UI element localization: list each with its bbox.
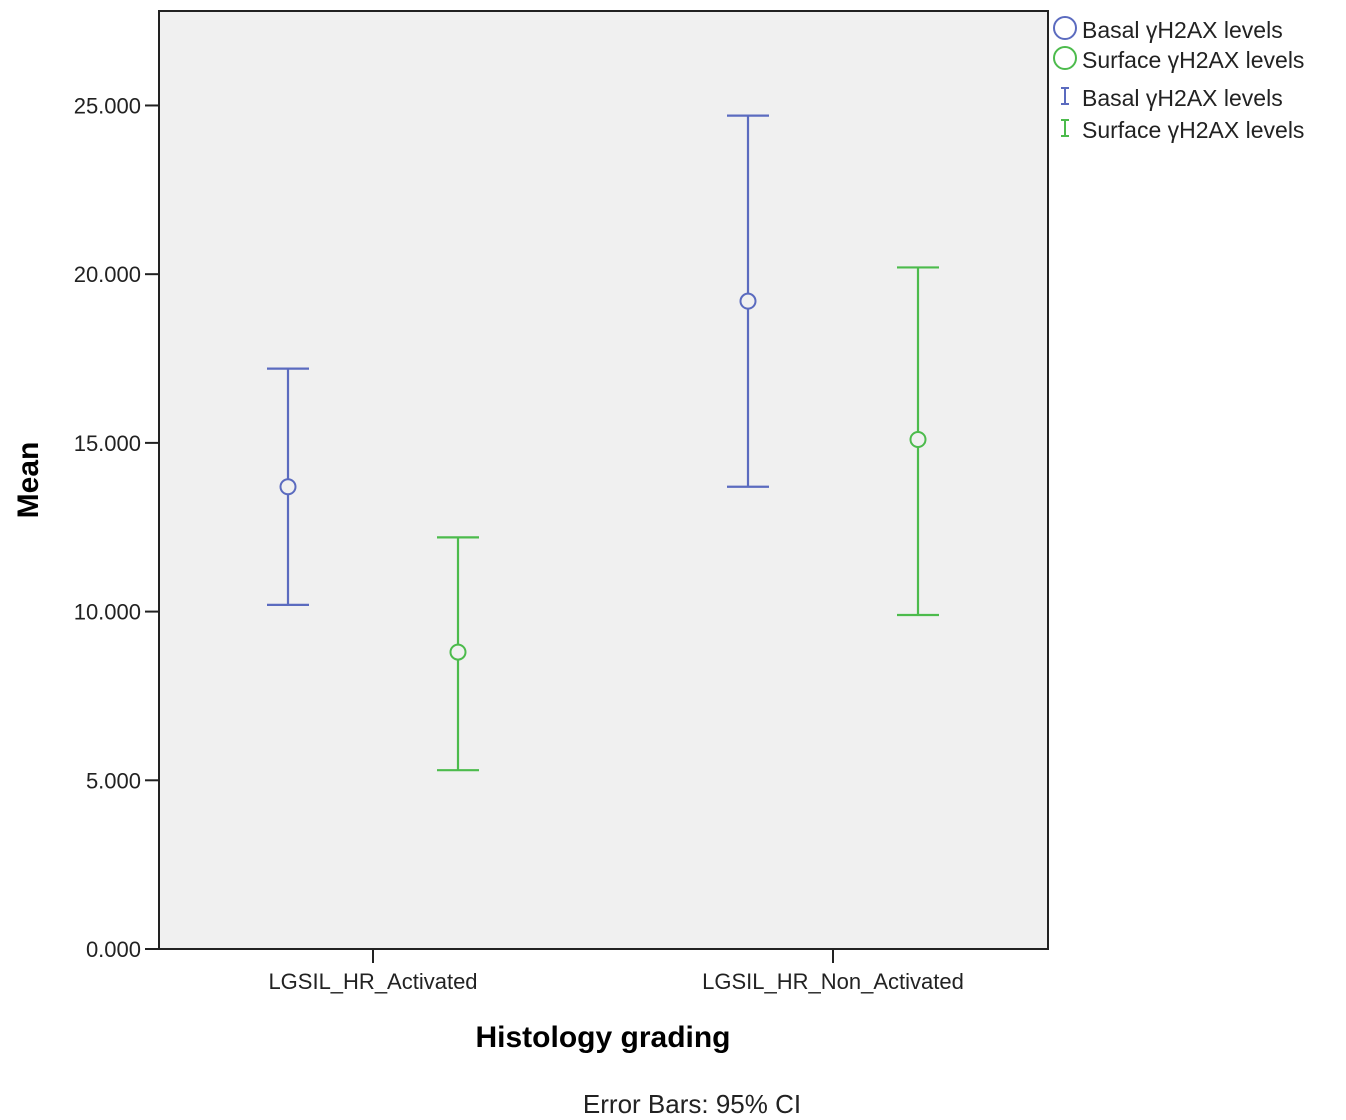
legend-label: Basal γH2AX levels <box>1082 17 1283 43</box>
error-bar-group <box>267 367 309 606</box>
error-bar-marks <box>267 114 939 772</box>
x-tick-label: LGSIL_HR_Non_Activated <box>702 969 964 994</box>
x-axis: LGSIL_HR_Activated LGSIL_HR_Non_Activated <box>268 949 964 994</box>
plot-area <box>158 10 1049 950</box>
y-tick-label: 25.000 <box>74 93 141 118</box>
legend-circle-symbol <box>1053 46 1077 70</box>
y-tick-label: 5.000 <box>86 768 141 793</box>
legend-label: Surface γH2AX levels <box>1082 117 1304 143</box>
y-tick-label: 15.000 <box>74 431 141 456</box>
mean-marker <box>279 478 297 496</box>
legend-circle-symbol <box>1053 16 1077 40</box>
legend-label: Basal γH2AX levels <box>1082 85 1283 111</box>
legend: Basal γH2AX levels Surface γH2AX levels Ba… <box>1053 16 1304 143</box>
mean-marker <box>449 643 467 661</box>
x-axis-title: Histology grading <box>476 1021 731 1054</box>
y-axis: 0.000 5.000 10.000 15.000 20.000 25.000 <box>74 93 159 962</box>
error-bars-note: Error Bars: 95% CI <box>583 1089 801 1119</box>
x-tick-label: LGSIL_HR_Activated <box>268 969 477 994</box>
error-bar-group <box>727 114 769 488</box>
mean-marker <box>909 431 927 449</box>
y-axis-title: Mean <box>12 442 45 519</box>
y-tick-label: 10.000 <box>74 600 141 625</box>
y-tick-label: 0.000 <box>86 937 141 962</box>
legend-label: Surface γH2AX levels <box>1082 47 1304 73</box>
mean-marker <box>739 292 757 310</box>
error-bar-group <box>437 536 479 772</box>
error-bar-group <box>897 266 939 617</box>
y-tick-label: 20.000 <box>74 262 141 287</box>
